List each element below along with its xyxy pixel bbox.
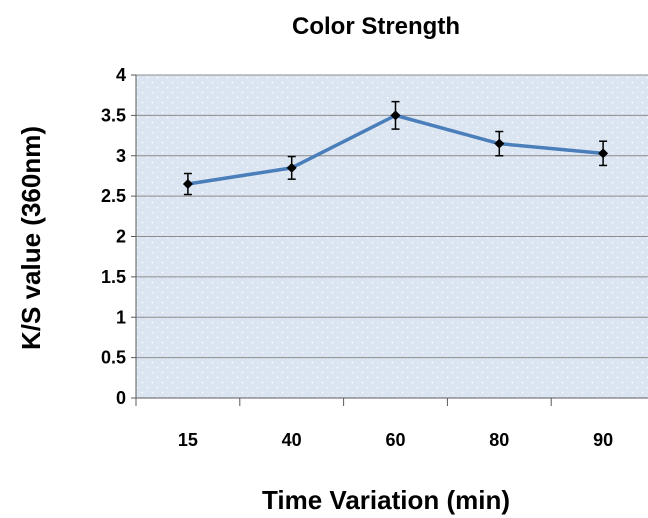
data-point bbox=[494, 138, 505, 149]
x-tick-label: 40 bbox=[282, 430, 302, 450]
x-tick-label: 90 bbox=[593, 430, 613, 450]
y-tick-label: 2 bbox=[116, 227, 126, 247]
y-tick-label: 3 bbox=[116, 146, 126, 166]
x-tick-label: 15 bbox=[178, 430, 198, 450]
x-axis-title: Time Variation (min) bbox=[262, 485, 510, 515]
data-point bbox=[390, 110, 401, 121]
y-tick-label: 0.5 bbox=[101, 348, 126, 368]
x-tick-label: 60 bbox=[385, 430, 405, 450]
data-point bbox=[598, 148, 609, 159]
y-tick-label: 3.5 bbox=[101, 105, 126, 125]
x-tick-label: 80 bbox=[489, 430, 509, 450]
y-tick-label: 1.5 bbox=[101, 267, 126, 287]
data-point bbox=[182, 179, 193, 190]
data-point bbox=[286, 162, 297, 173]
y-axis-title: K/S value (360nm) bbox=[16, 126, 46, 350]
y-tick-label: 0 bbox=[116, 388, 126, 408]
plot-area: 0 0.5 1 1.5 2 2.5 3 3.5 4 15 40 60 80 90 bbox=[101, 65, 648, 450]
y-tick-label: 2.5 bbox=[101, 186, 126, 206]
chart-title: Color Strength bbox=[292, 13, 460, 40]
y-tick-label: 1 bbox=[116, 307, 126, 327]
y-tick-label: 4 bbox=[116, 65, 126, 85]
